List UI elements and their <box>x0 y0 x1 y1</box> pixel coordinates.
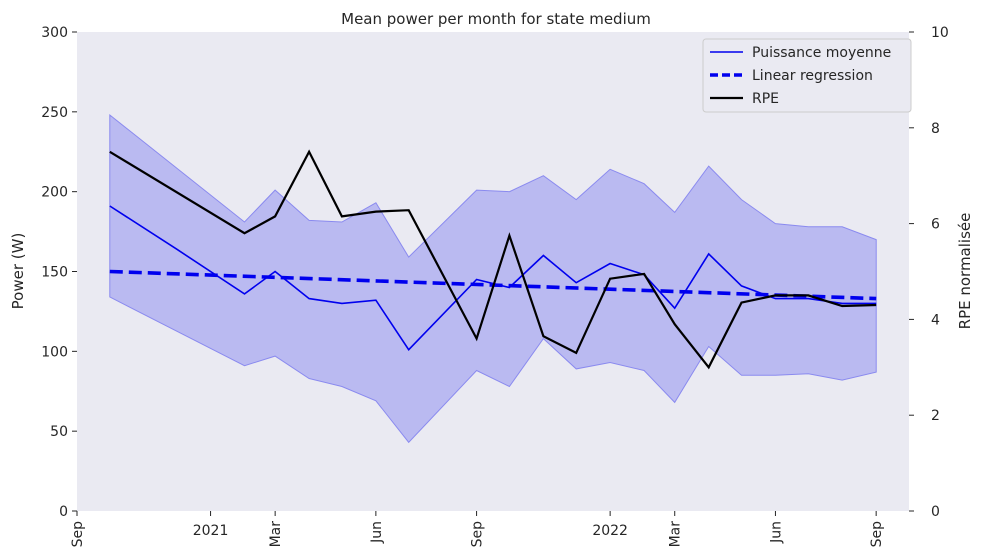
x-tick-label: Jun <box>768 521 784 544</box>
y2-tick-label: 10 <box>931 25 949 41</box>
right-axis: 0 2 4 6 8 10 <box>909 25 949 520</box>
y-tick-label: 300 <box>41 25 68 41</box>
y-axis-title: Power (W) <box>9 233 27 310</box>
y2-tick-label: 4 <box>931 312 940 328</box>
confidence-band-layer <box>109 113 877 444</box>
y2-axis-title: RPE normalisée <box>956 213 974 330</box>
legend-box <box>702 38 912 113</box>
chart-title: Mean power per month for state medium <box>341 10 651 28</box>
left-axis: 0 50 100 150 200 250 300 <box>41 25 77 520</box>
series-layer <box>109 149 877 370</box>
y-tick-label: 100 <box>41 344 68 360</box>
legend-label: RPE <box>752 91 779 107</box>
legend-label: Puissance moyenne <box>752 45 891 61</box>
x-tick-label: Sep <box>470 521 486 548</box>
x-tick-label: 2021 <box>193 523 229 539</box>
x-tick-label: Mar <box>668 521 684 548</box>
y-tick-label: 0 <box>59 504 68 520</box>
y2-tick-label: 8 <box>931 121 940 137</box>
x-tick-label: Jun <box>369 521 385 544</box>
confidence-band <box>109 113 877 444</box>
legend: Puissance moyenne Linear regression RPE <box>702 38 912 113</box>
y-tick-label: 250 <box>41 105 68 121</box>
legend-label: Linear regression <box>752 68 873 84</box>
y2-tick-label: 6 <box>931 217 940 233</box>
x-tick-label: Mar <box>268 521 284 548</box>
y2-tick-label: 0 <box>931 504 940 520</box>
y-tick-label: 150 <box>41 265 68 281</box>
x-axis: Sep 2021 Mar Jun Sep 2022 Mar Jun Sep <box>70 511 885 547</box>
x-tick-label: 2022 <box>592 523 628 539</box>
x-tick-label: Sep <box>70 521 86 548</box>
y-tick-label: 200 <box>41 185 68 201</box>
x-tick-label: Sep <box>869 521 885 548</box>
y-tick-label: 50 <box>50 424 68 440</box>
series-line-2 <box>109 149 877 370</box>
y2-tick-label: 2 <box>931 408 940 424</box>
